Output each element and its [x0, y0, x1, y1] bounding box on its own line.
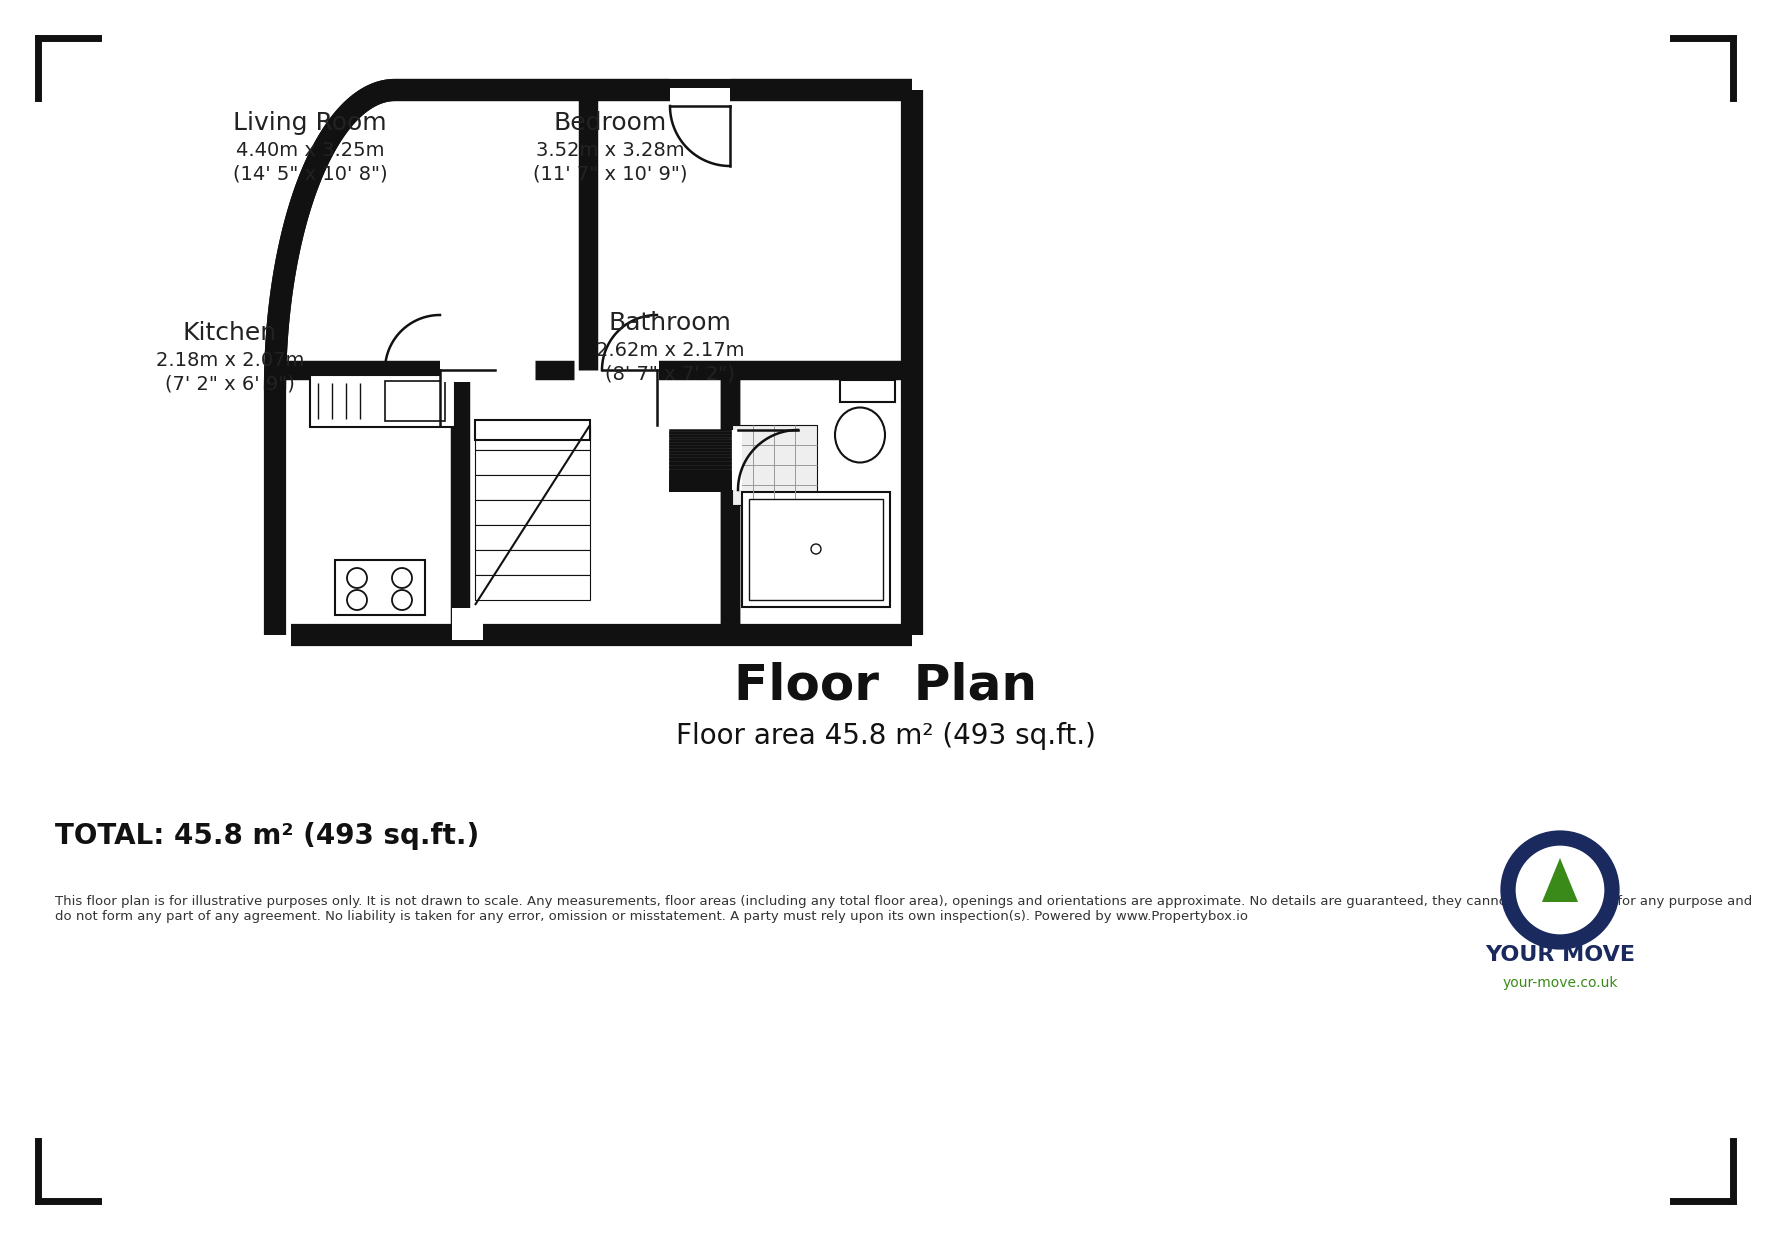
- Polygon shape: [1543, 857, 1578, 902]
- Text: 4.40m x 3.25m: 4.40m x 3.25m: [236, 141, 384, 160]
- Text: (7' 2" x 6' 9"): (7' 2" x 6' 9"): [165, 374, 296, 393]
- Bar: [749, 499, 884, 600]
- Bar: [475, 425, 590, 450]
- Bar: [669, 88, 730, 108]
- Bar: [384, 382, 445, 421]
- Bar: [452, 608, 468, 641]
- Text: (8' 7" x 7' 2"): (8' 7" x 7' 2"): [606, 364, 735, 383]
- Text: Floor area 45.8 m² (493 sq.ft.): Floor area 45.8 m² (493 sq.ft.): [675, 722, 1096, 750]
- Text: This floor plan is for illustrative purposes only. It is not drawn to scale. Any: This floor plan is for illustrative purp…: [55, 895, 1752, 923]
- Bar: [721, 430, 742, 489]
- Text: Living Room: Living Room: [234, 112, 386, 135]
- Circle shape: [347, 567, 367, 589]
- Bar: [475, 501, 590, 525]
- Bar: [275, 90, 912, 636]
- Text: Kitchen: Kitchen: [182, 321, 276, 344]
- Ellipse shape: [834, 408, 886, 462]
- Bar: [475, 475, 590, 501]
- Circle shape: [391, 590, 413, 610]
- Bar: [475, 550, 590, 575]
- Text: Floor  Plan: Floor Plan: [733, 662, 1038, 710]
- Bar: [731, 425, 816, 506]
- Text: (14' 5" x 10' 8"): (14' 5" x 10' 8"): [232, 164, 388, 183]
- Bar: [475, 575, 590, 600]
- Bar: [839, 380, 894, 401]
- Bar: [475, 525, 590, 550]
- Text: 2.62m x 2.17m: 2.62m x 2.17m: [595, 341, 744, 361]
- Circle shape: [347, 590, 367, 610]
- Bar: [475, 420, 590, 440]
- Text: 2.18m x 2.07m: 2.18m x 2.07m: [156, 351, 305, 370]
- Text: TOTAL: 45.8 m² (493 sq.ft.): TOTAL: 45.8 m² (493 sq.ft.): [55, 821, 480, 850]
- Circle shape: [1530, 860, 1590, 921]
- Polygon shape: [74, 40, 395, 440]
- Bar: [600, 361, 659, 382]
- Circle shape: [1507, 838, 1612, 942]
- Text: 3.52m x 3.28m: 3.52m x 3.28m: [535, 141, 684, 160]
- Bar: [468, 608, 483, 641]
- Text: YOUR MOVE: YOUR MOVE: [1486, 945, 1635, 965]
- Text: Bedroom: Bedroom: [553, 112, 666, 135]
- Polygon shape: [275, 90, 395, 390]
- Circle shape: [391, 567, 413, 589]
- Bar: [742, 492, 891, 607]
- Circle shape: [811, 544, 822, 554]
- Bar: [475, 450, 590, 475]
- Text: (11' 7" x 10' 9"): (11' 7" x 10' 9"): [533, 164, 687, 183]
- Bar: [310, 375, 455, 427]
- Text: Bathroom: Bathroom: [609, 311, 731, 335]
- Text: your-move.co.uk: your-move.co.uk: [1502, 976, 1617, 990]
- Bar: [335, 560, 425, 615]
- Bar: [439, 361, 498, 382]
